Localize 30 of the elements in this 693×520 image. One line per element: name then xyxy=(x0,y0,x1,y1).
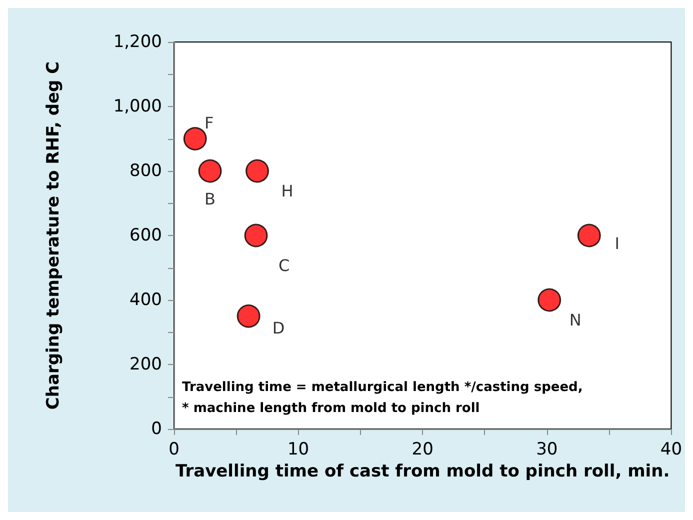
annotation: N xyxy=(569,310,582,330)
y-tick-label: 800 xyxy=(130,161,162,181)
point xyxy=(198,159,222,183)
y-tick-label: 1,200 xyxy=(113,32,162,52)
annotation: F xyxy=(204,113,214,132)
y-tick-label: 400 xyxy=(130,290,162,310)
annotation: * machine length from mold to pinch roll xyxy=(182,401,480,416)
x-axis-title: Travelling time of cast from mold to pinch roll, min. xyxy=(175,462,670,482)
annotation: I xyxy=(614,234,620,253)
point xyxy=(183,127,207,150)
point xyxy=(577,224,601,248)
x-tick-label: 10 xyxy=(287,440,310,460)
annotation: H xyxy=(281,182,294,200)
point xyxy=(538,288,562,312)
x-tick-label: 30 xyxy=(536,440,558,460)
x-tick-label: 0 xyxy=(168,440,180,460)
annotation: D xyxy=(272,318,285,338)
y-axis-title: Charging temperature to RHF, deg C xyxy=(44,61,64,410)
y-tick-label: 1,000 xyxy=(113,96,162,116)
x-tick-label: 40 xyxy=(660,440,682,460)
y-tick-label: 600 xyxy=(130,226,162,246)
y-tick-label: 0 xyxy=(151,419,162,439)
annotation: Travelling time = metallurgical length */casting speed, xyxy=(182,380,583,395)
annotation: C xyxy=(278,256,290,275)
x-tick-label: 20 xyxy=(412,440,434,460)
annotation: B xyxy=(204,190,216,208)
point xyxy=(236,304,260,328)
y-tick-label: 200 xyxy=(130,354,162,374)
point xyxy=(244,224,268,248)
point xyxy=(246,159,270,183)
